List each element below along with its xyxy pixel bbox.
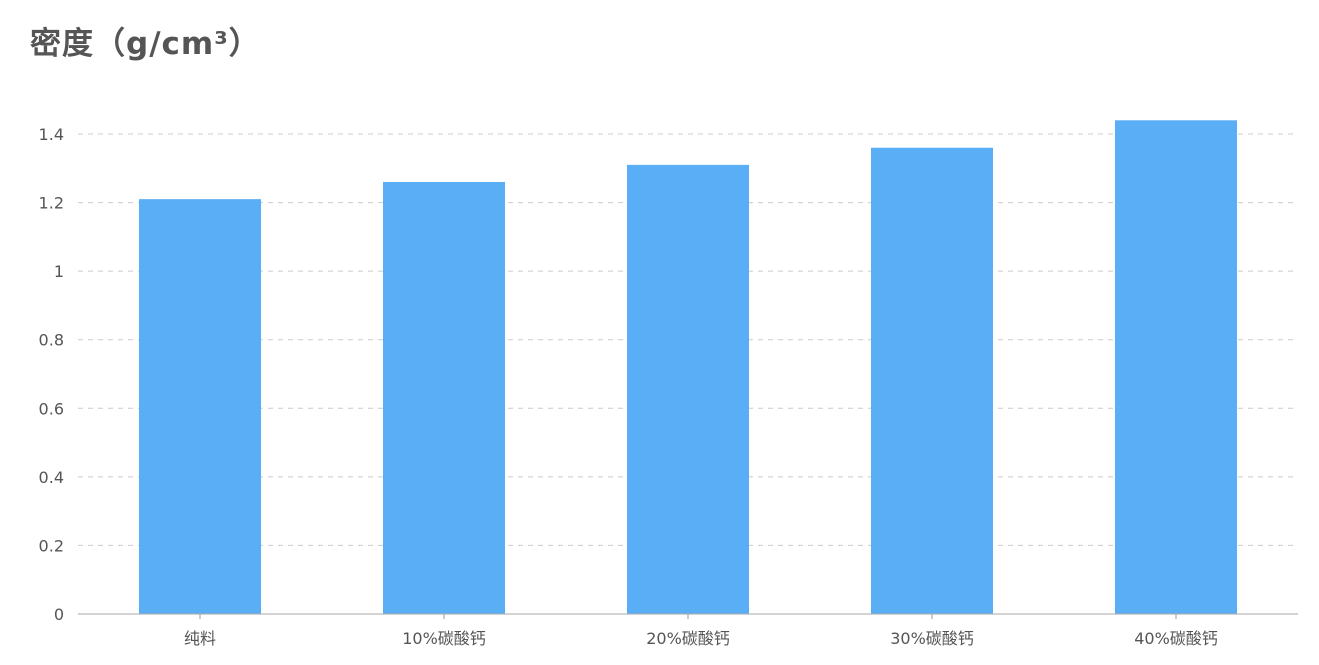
- y-tick-label: 0.2: [39, 536, 64, 555]
- y-tick-label: 0: [54, 605, 64, 624]
- x-tick-label: 10%碳酸钙: [402, 629, 486, 648]
- bar: [1115, 120, 1237, 615]
- y-tick-label: 0.8: [39, 331, 64, 350]
- y-tick-label: 1.2: [39, 194, 64, 213]
- bar: [139, 199, 261, 614]
- y-tick-label: 1: [54, 262, 64, 281]
- x-tick-label: 30%碳酸钙: [890, 629, 974, 648]
- bar: [627, 164, 749, 614]
- chart-title: 密度（g/cm³）: [30, 26, 261, 62]
- y-tick-label: 0.4: [39, 468, 64, 487]
- y-tick-label: 1.4: [39, 125, 64, 144]
- y-tick-label: 0.6: [39, 399, 64, 418]
- x-tick-label: 20%碳酸钙: [646, 629, 730, 648]
- bar: [871, 147, 993, 614]
- x-tick-label: 40%碳酸钙: [1134, 629, 1218, 648]
- bar: [383, 182, 505, 614]
- x-tick-label: 纯料: [184, 629, 216, 648]
